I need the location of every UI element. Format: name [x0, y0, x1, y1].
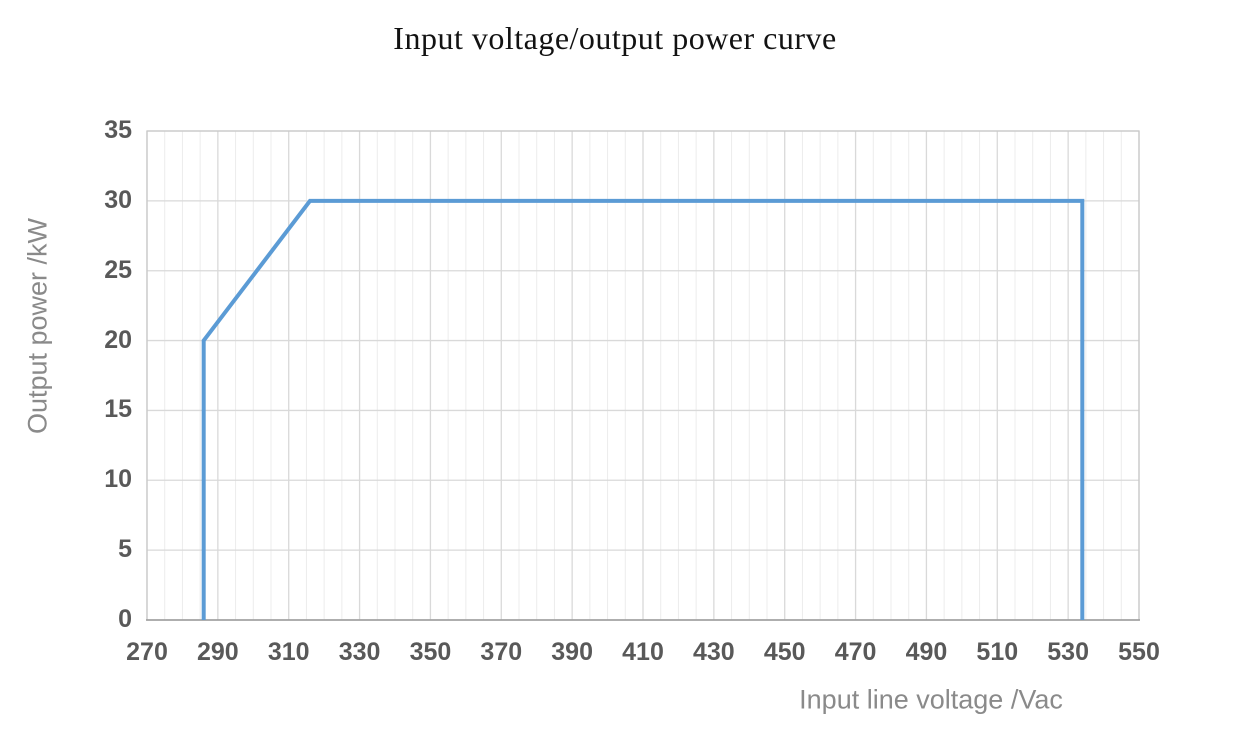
chart-title: Input voltage/output power curve — [393, 20, 837, 56]
power-curve-line — [201, 198, 1085, 620]
x-axis-title: Input line voltage /Vac — [799, 684, 1063, 715]
